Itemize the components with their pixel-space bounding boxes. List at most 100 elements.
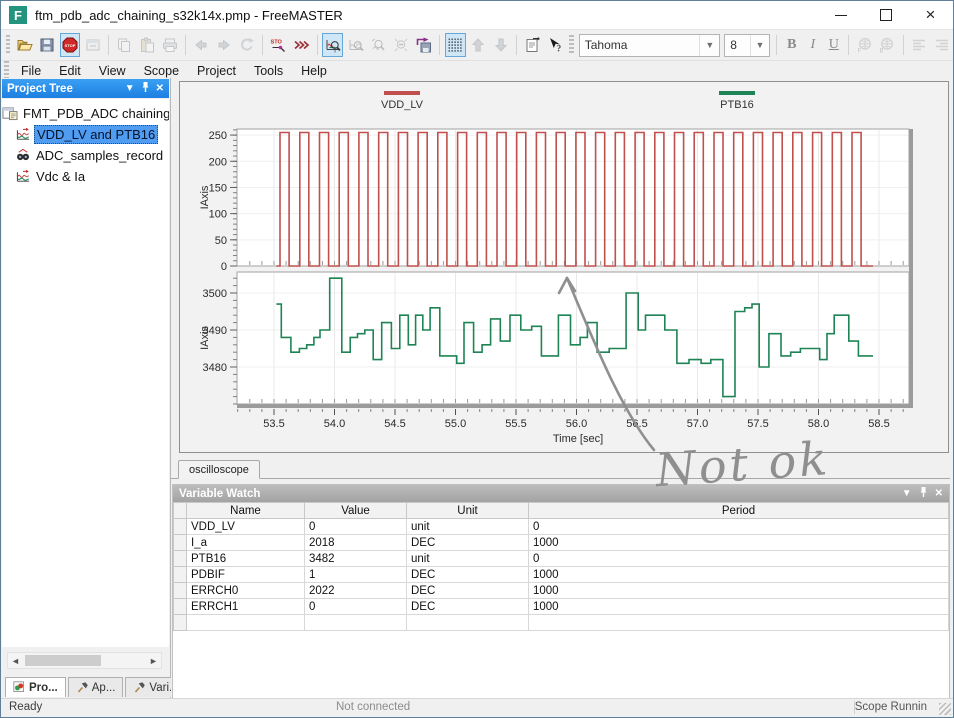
- svg-text:200: 200: [209, 156, 227, 168]
- column-header-period[interactable]: Period: [528, 502, 949, 519]
- font-family-value: Tahoma: [584, 38, 628, 52]
- italic-button[interactable]: I: [803, 34, 822, 56]
- svg-text:55.0: 55.0: [445, 418, 466, 430]
- project-tree-panel: Project Tree ▼ ✕ FMT_PDB_ADC chaining VDD…: [1, 78, 187, 699]
- menubar-grip[interactable]: [4, 61, 9, 81]
- svg-text:58.5: 58.5: [868, 418, 889, 430]
- table-cell: VDD_LV: [186, 518, 305, 535]
- close-panel-icon[interactable]: ✕: [155, 83, 164, 94]
- scroll-left-icon[interactable]: ◄: [11, 655, 20, 666]
- status-bar: Ready Not connected Scope Runnin: [1, 698, 953, 717]
- menu-edit[interactable]: Edit: [59, 64, 81, 78]
- properties-button[interactable]: [522, 33, 543, 57]
- legend-vdd-lv: VDD_LV: [357, 91, 447, 111]
- sto-pin-button[interactable]: STO: [268, 33, 289, 57]
- scope-chart[interactable]: 0 50 100 150 200 250 IAxis 3480 3490 3500 IAxis 53.…: [180, 82, 948, 452]
- menu-tools[interactable]: Tools: [253, 64, 284, 78]
- doc-tab-ap[interactable]: Ap...: [67, 677, 124, 697]
- toolbar-separator: [108, 35, 110, 55]
- project-window-button: [82, 33, 103, 57]
- table-cell: ERRCH0: [186, 582, 305, 599]
- table-cell: 1000: [528, 566, 949, 583]
- close-button[interactable]: ×: [925, 5, 936, 24]
- table-cell: ERRCH1: [186, 598, 305, 615]
- close-panel-icon[interactable]: ✕: [934, 488, 943, 499]
- menu-project[interactable]: Project: [197, 64, 236, 78]
- column-header-value[interactable]: Value: [304, 502, 407, 519]
- svg-text:58.0: 58.0: [808, 418, 829, 430]
- toolbar-separator: [516, 35, 517, 55]
- doc-tab-pro[interactable]: Pro...: [5, 677, 66, 697]
- pin-icon[interactable]: [919, 486, 928, 501]
- copy-button: [114, 33, 135, 57]
- font-size-select[interactable]: 8 ▼: [724, 33, 771, 57]
- nav-forward-button: [214, 33, 235, 57]
- tree-item-vdc-ia[interactable]: Vdc & Ia: [2, 166, 169, 187]
- font-family-select[interactable]: Tahoma ▼: [578, 33, 721, 57]
- table-cell: DEC: [406, 566, 529, 583]
- project-tree: FMT_PDB_ADC chaining VDD_LV and PTB16 ADC_…: [2, 99, 169, 647]
- row-selector[interactable]: [173, 598, 187, 615]
- tree-item-adc-samples-record[interactable]: ADC_samples_record: [2, 145, 169, 166]
- save-project-button[interactable]: [37, 33, 58, 57]
- scroll-thumb[interactable]: [25, 655, 102, 666]
- underline-button[interactable]: U: [824, 34, 843, 56]
- scope-save-button[interactable]: [413, 33, 434, 57]
- row-selector[interactable]: [173, 518, 187, 535]
- app-icon: F: [9, 6, 27, 24]
- context-help-button[interactable]: ?: [545, 33, 566, 57]
- legend-label: PTB16: [720, 99, 754, 111]
- project-tree-header: Project Tree ▼ ✕: [2, 79, 169, 98]
- column-header-name[interactable]: Name: [186, 502, 305, 519]
- tree-item-vdd-lv-and-ptb16[interactable]: VDD_LV and PTB16: [2, 124, 169, 145]
- scroll-right-icon[interactable]: ►: [149, 655, 158, 666]
- grid-toggle-button[interactable]: [444, 33, 466, 57]
- column-header-unit[interactable]: Unit: [406, 502, 529, 519]
- table-row[interactable]: PDBIF 1 DEC 1000: [173, 566, 949, 583]
- panel-menu-icon[interactable]: ▼: [124, 83, 135, 94]
- table-row[interactable]: I_a 2018 DEC 1000: [173, 534, 949, 551]
- svg-text:150: 150: [209, 182, 227, 194]
- menu-file[interactable]: File: [21, 64, 42, 78]
- legend-ptb16: PTB16: [692, 91, 782, 111]
- row-selector[interactable]: [173, 566, 187, 583]
- pin-icon[interactable]: [141, 81, 150, 96]
- table-row[interactable]: ERRCH1 0 DEC 1000: [173, 598, 949, 615]
- open-project-button[interactable]: [14, 33, 35, 57]
- nav-back-button: [191, 33, 212, 57]
- font-size-value: 8: [730, 38, 737, 52]
- table-cell: 1000: [528, 598, 949, 615]
- scope-tab-bar: oscilloscope: [171, 458, 950, 479]
- tree-horizontal-scrollbar[interactable]: ◄ ►: [7, 652, 162, 669]
- stop-communication-button[interactable]: STOP: [59, 33, 81, 57]
- bold-button[interactable]: B: [782, 34, 801, 56]
- maximize-button[interactable]: [863, 1, 908, 29]
- menu-view[interactable]: View: [98, 64, 126, 78]
- row-selector[interactable]: [173, 534, 187, 551]
- panel-menu-icon[interactable]: ▼: [901, 488, 912, 499]
- svg-text:57.0: 57.0: [687, 418, 708, 430]
- tree-root-item[interactable]: FMT_PDB_ADC chaining: [2, 103, 169, 124]
- svg-text:STO: STO: [271, 40, 283, 46]
- table-cell: 0: [528, 550, 949, 567]
- row-selector[interactable]: [173, 582, 187, 599]
- table-row[interactable]: VDD_LV 0 unit 0: [173, 518, 949, 535]
- toolbar-grip[interactable]: [6, 35, 11, 55]
- table-row[interactable]: PTB16 3482 unit 0: [173, 550, 949, 567]
- table-row[interactable]: ERRCH0 2022 DEC 1000: [173, 582, 949, 599]
- toolbar-separator: [316, 35, 318, 55]
- resize-grip[interactable]: [939, 703, 951, 715]
- svg-text:56.5: 56.5: [626, 418, 647, 430]
- toolbar-grip[interactable]: [569, 35, 574, 55]
- svg-text:56.0: 56.0: [566, 418, 587, 430]
- row-selector[interactable]: [173, 550, 187, 567]
- status-ready: Ready: [9, 701, 43, 713]
- scope-zoom-button[interactable]: x: [322, 33, 344, 57]
- fast-mode-button[interactable]: [291, 33, 312, 57]
- minimize-button[interactable]: [818, 1, 863, 29]
- tab-oscilloscope[interactable]: oscilloscope: [178, 460, 260, 479]
- status-scope: Scope Runnin: [854, 701, 927, 713]
- menu-scope[interactable]: Scope: [143, 64, 180, 78]
- menu-help[interactable]: Help: [301, 64, 327, 78]
- svg-text:x: x: [334, 49, 337, 54]
